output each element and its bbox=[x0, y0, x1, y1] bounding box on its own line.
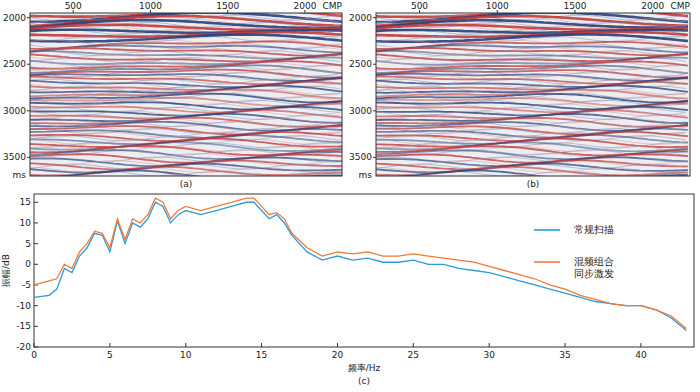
spectrum-panel: 0 5 10 15 20 25 30 35 40 -20 -15 -10 -5 0 5 10 15 频率/Hz 振幅… bbox=[1, 194, 694, 386]
panel-label: (b) bbox=[527, 179, 540, 189]
y-tick-label: 2500 bbox=[349, 59, 372, 69]
reflector bbox=[376, 107, 688, 116]
x-tick bbox=[640, 343, 641, 347]
y-tick-label: 2500 bbox=[3, 59, 26, 69]
x-tick-label: 500 bbox=[65, 1, 82, 11]
section-background bbox=[376, 13, 690, 176]
frame bbox=[30, 13, 342, 176]
frame bbox=[376, 13, 690, 176]
x-tick-label: 25 bbox=[408, 350, 419, 360]
x-tick-label: 1500 bbox=[564, 1, 587, 11]
x-tick-label: 1000 bbox=[486, 1, 509, 11]
series-group bbox=[34, 198, 686, 330]
y-tick bbox=[34, 243, 38, 244]
legend-swatch bbox=[534, 261, 560, 263]
legend-label: 混频组合同步激发 bbox=[574, 256, 614, 279]
y-tick-label: 0 bbox=[25, 259, 31, 269]
y-tick bbox=[27, 64, 30, 65]
x-tick-label: 2000 bbox=[293, 1, 316, 11]
y-axis-title: ms bbox=[13, 170, 27, 180]
x-tick-label: 5 bbox=[107, 350, 113, 360]
x-tick-label: 35 bbox=[559, 350, 570, 360]
y-axis-title: ms bbox=[359, 170, 373, 180]
y-tick-label: -5 bbox=[22, 280, 31, 290]
seismic-texture bbox=[376, 13, 690, 176]
panel-label: (c) bbox=[358, 376, 370, 386]
legend-swatch bbox=[534, 229, 560, 231]
y-tick-label: 15 bbox=[20, 197, 31, 207]
y-tick-label: 5 bbox=[25, 239, 31, 249]
seismic-texture bbox=[30, 13, 342, 176]
y-tick-label: -20 bbox=[16, 342, 31, 352]
section-panel: 500 1000 1500 2000 2000 2500 3000 3500 CMP ms (b) bbox=[349, 1, 690, 189]
figure: 5001000150020002000250030003500CMPms(a)5… bbox=[0, 0, 700, 392]
y-tick bbox=[34, 305, 38, 306]
y-tick-label: -15 bbox=[16, 321, 31, 331]
x-tick bbox=[337, 343, 338, 347]
y-tick bbox=[27, 157, 30, 158]
x-tick bbox=[413, 343, 414, 347]
y-tick bbox=[373, 17, 376, 18]
reflector bbox=[30, 107, 342, 116]
x-tick-label: 1000 bbox=[139, 1, 162, 11]
x-tick-label: 30 bbox=[483, 350, 495, 360]
y-tick-label: 3500 bbox=[3, 152, 26, 162]
x-tick bbox=[109, 343, 110, 347]
x-axis-title: 频率/Hz bbox=[348, 363, 381, 373]
y-tick bbox=[34, 222, 38, 223]
y-tick-label: 3500 bbox=[349, 152, 372, 162]
x-axis-title: CMP bbox=[323, 1, 343, 11]
x-tick-label: 500 bbox=[411, 1, 428, 11]
y-tick bbox=[373, 110, 376, 111]
series-line bbox=[34, 198, 686, 328]
legend-label: 常规扫描 bbox=[574, 224, 614, 235]
x-tick bbox=[565, 343, 566, 347]
y-tick bbox=[27, 17, 30, 18]
y-tick bbox=[27, 110, 30, 111]
y-tick bbox=[373, 157, 376, 158]
x-tick-label: 10 bbox=[180, 350, 192, 360]
y-tick bbox=[34, 326, 38, 327]
x-tick-label: 0 bbox=[31, 350, 37, 360]
reflector bbox=[30, 171, 342, 177]
legend-line: 同步激发 bbox=[574, 268, 614, 279]
reflector bbox=[30, 142, 342, 151]
reflector bbox=[376, 171, 688, 176]
panel-label: (a) bbox=[180, 179, 193, 189]
x-tick bbox=[489, 343, 490, 347]
y-tick-label: -10 bbox=[16, 301, 31, 311]
x-axis-title: CMP bbox=[671, 1, 691, 11]
y-tick bbox=[373, 64, 376, 65]
frame bbox=[34, 194, 694, 347]
x-tick-label: 2000 bbox=[641, 1, 664, 11]
y-tick-label: 2000 bbox=[349, 13, 372, 23]
x-tick-label: 20 bbox=[332, 350, 344, 360]
y-tick bbox=[34, 202, 38, 203]
y-tick-label: 3000 bbox=[349, 106, 372, 116]
legend: 常规扫描混频组合同步激发 bbox=[534, 224, 614, 279]
y-tick-label: 2000 bbox=[3, 13, 26, 23]
x-tick-label: 40 bbox=[635, 350, 647, 360]
reflector bbox=[376, 51, 688, 59]
section-panel: 500 1000 1500 2000 2000 2500 3000 3500 CMP ms (a) bbox=[3, 1, 342, 189]
legend-line: 混频组合 bbox=[574, 256, 614, 267]
section-background bbox=[30, 13, 342, 176]
x-tick-label: 1500 bbox=[216, 1, 239, 11]
x-tick-label: 15 bbox=[256, 350, 267, 360]
y-tick-label: 10 bbox=[20, 218, 32, 228]
y-tick bbox=[34, 347, 38, 348]
y-axis-title: 振幅/dB bbox=[1, 254, 11, 287]
x-tick bbox=[34, 343, 35, 347]
y-tick bbox=[34, 264, 38, 265]
x-tick bbox=[261, 343, 262, 347]
y-tick-label: 3000 bbox=[3, 106, 26, 116]
x-tick bbox=[185, 343, 186, 347]
